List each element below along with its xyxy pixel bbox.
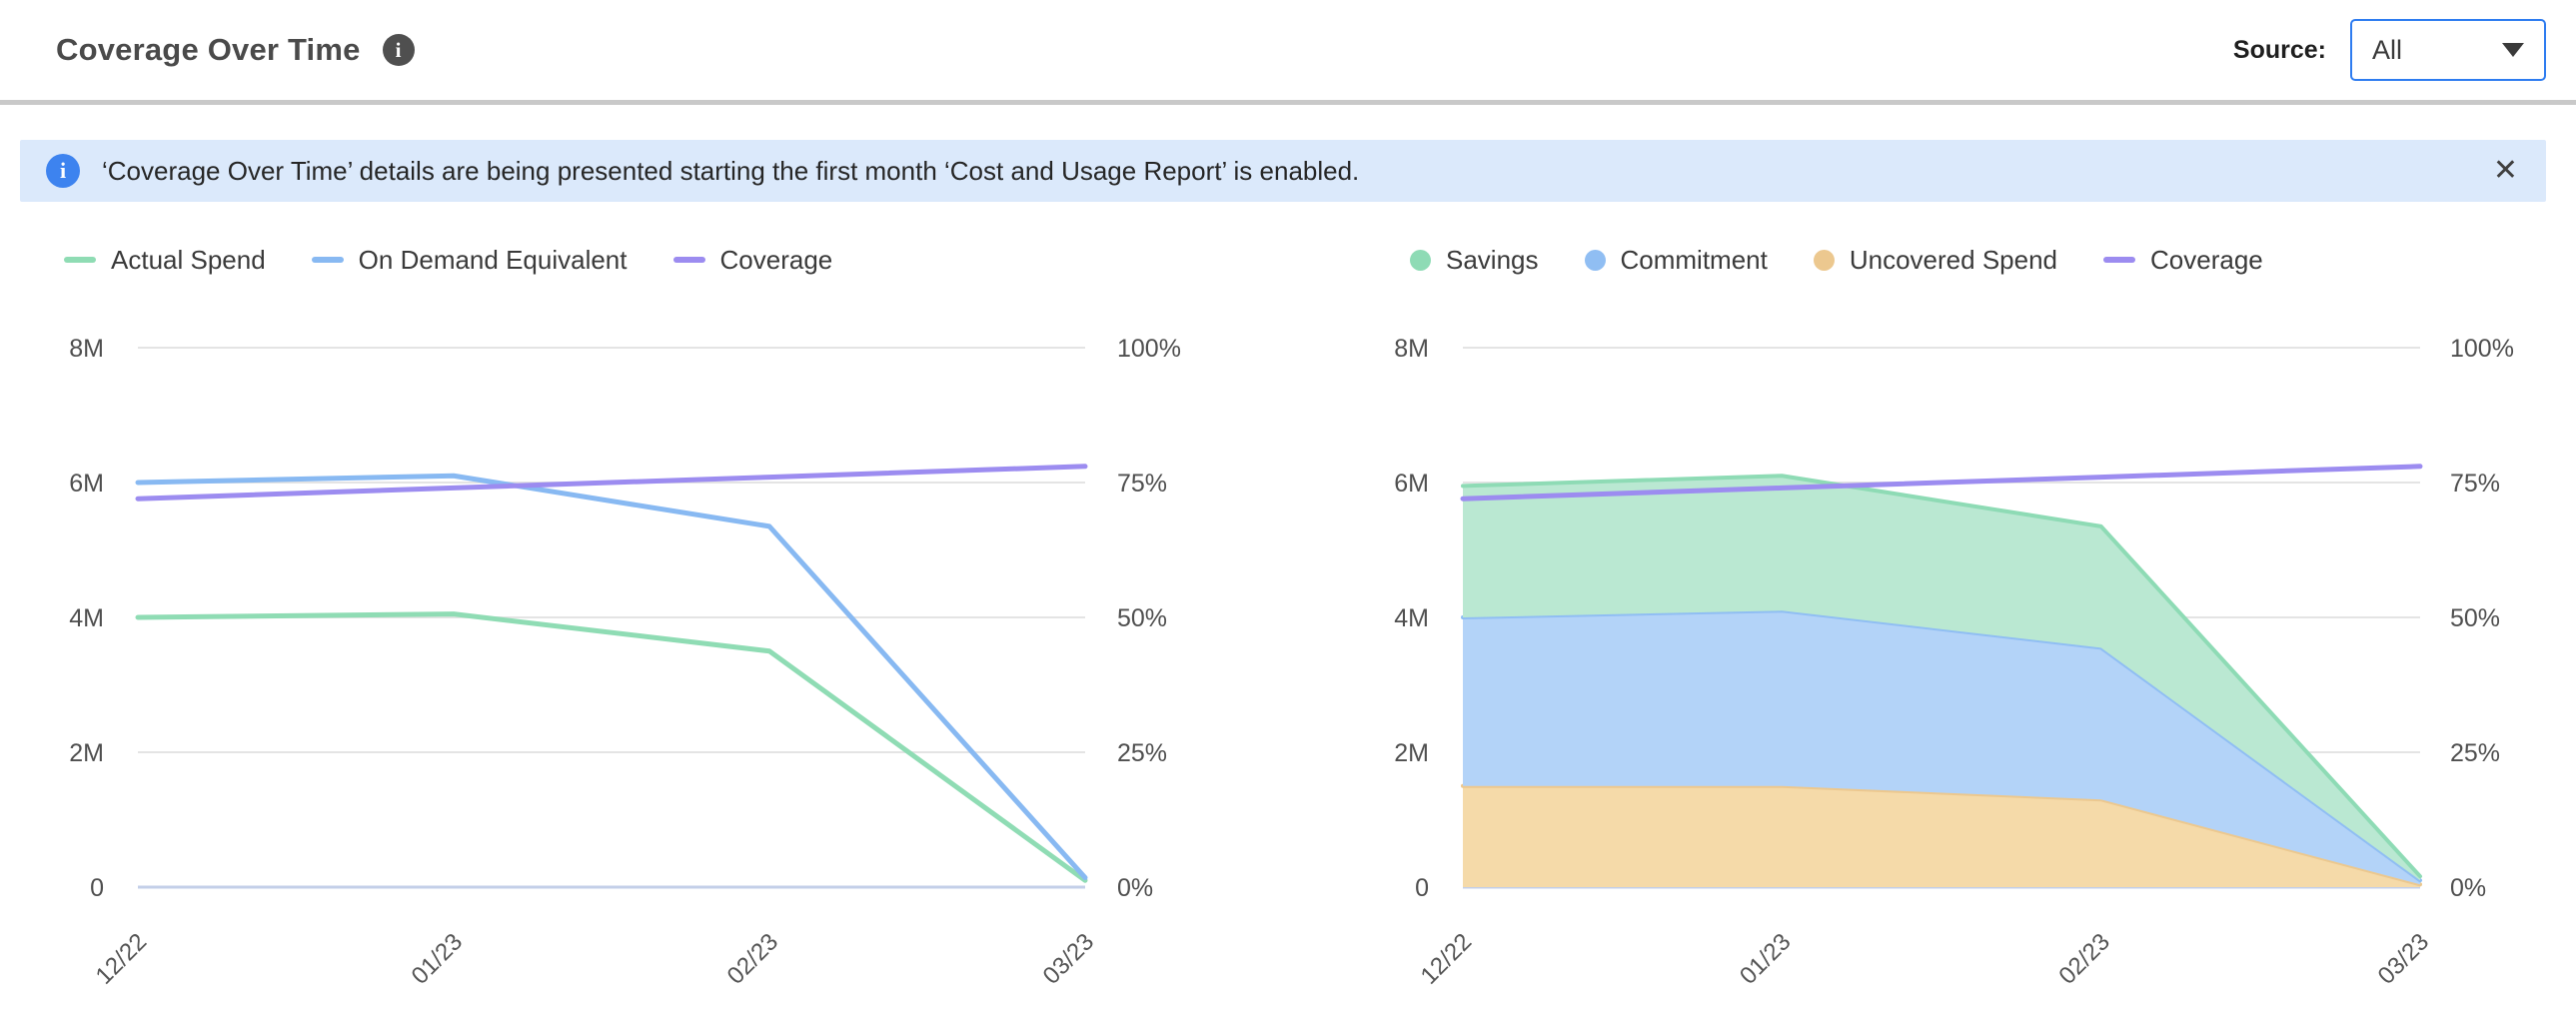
legend-label: Commitment bbox=[1621, 245, 1768, 276]
legend-item-on-demand-equivalent[interactable]: On Demand Equivalent bbox=[312, 245, 628, 276]
y-axis-tick-left: 8M bbox=[69, 335, 104, 363]
line-swatch-icon bbox=[312, 257, 344, 263]
y-axis-tick-right: 100% bbox=[2450, 335, 2514, 363]
series-line-on-demand-equivalent bbox=[138, 476, 1085, 877]
line-swatch-icon bbox=[2103, 257, 2135, 263]
y-axis-tick-left: 0 bbox=[1415, 874, 1429, 902]
title-info-icon[interactable]: i bbox=[383, 34, 415, 66]
info-banner: i ‘Coverage Over Time’ details are being… bbox=[20, 140, 2546, 202]
close-icon[interactable]: ✕ bbox=[2493, 156, 2518, 186]
charts-row: Actual Spend On Demand Equivalent Coverage… bbox=[0, 240, 2576, 999]
legend-label: Uncovered Spend bbox=[1850, 245, 2057, 276]
x-axis-tick: 02/23 bbox=[722, 928, 784, 990]
y-axis-tick-right: 0% bbox=[2450, 874, 2486, 902]
legend-item-uncovered-spend[interactable]: Uncovered Spend bbox=[1814, 245, 2057, 276]
dot-swatch-icon bbox=[1814, 250, 1835, 271]
line-swatch-icon bbox=[673, 257, 705, 263]
y-axis-tick-right: 75% bbox=[1117, 470, 1167, 498]
legend-label: Savings bbox=[1446, 245, 1539, 276]
y-axis-tick-left: 2M bbox=[1394, 739, 1429, 767]
legend-label: Coverage bbox=[720, 245, 833, 276]
y-axis-tick-right: 0% bbox=[1117, 874, 1153, 902]
y-axis-tick-right: 50% bbox=[1117, 604, 1167, 632]
info-icon: i bbox=[46, 154, 80, 188]
legend-item-commitment[interactable]: Commitment bbox=[1585, 245, 1768, 276]
dot-swatch-icon bbox=[1410, 250, 1431, 271]
y-axis-tick-right: 100% bbox=[1117, 335, 1181, 363]
y-axis-tick-left: 0 bbox=[90, 874, 104, 902]
source-label: Source: bbox=[2233, 36, 2326, 65]
y-axis-tick-left: 4M bbox=[69, 604, 104, 632]
chevron-down-icon bbox=[2502, 43, 2524, 57]
legend-item-coverage[interactable]: Coverage bbox=[673, 245, 833, 276]
y-axis-tick-left: 4M bbox=[1394, 604, 1429, 632]
y-axis-tick-right: 25% bbox=[2450, 739, 2500, 767]
y-axis-tick-left: 8M bbox=[1394, 335, 1429, 363]
y-axis-tick-left: 6M bbox=[1394, 470, 1429, 498]
y-axis-tick-right: 75% bbox=[2450, 470, 2500, 498]
legend-item-actual-spend[interactable]: Actual Spend bbox=[64, 245, 266, 276]
dot-swatch-icon bbox=[1585, 250, 1606, 271]
line-chart: 8M 6M 4M 2M 0 100% 75% 50% 25% 0% 12/22 01/23 02/23 0… bbox=[0, 280, 1288, 999]
x-axis-tick: 02/23 bbox=[2053, 928, 2115, 990]
title-wrap: Coverage Over Time i bbox=[56, 32, 415, 68]
page-title: Coverage Over Time bbox=[56, 32, 361, 68]
legend-label: Coverage bbox=[2150, 245, 2263, 276]
x-axis-tick: 01/23 bbox=[1735, 928, 1797, 990]
area-chart-legend: Savings Commitment Uncovered Spend Coverage bbox=[1410, 240, 2576, 280]
line-chart-legend: Actual Spend On Demand Equivalent Coverage bbox=[64, 240, 1288, 280]
legend-item-savings[interactable]: Savings bbox=[1410, 245, 1539, 276]
x-axis-tick: 12/22 bbox=[91, 928, 153, 990]
header: Coverage Over Time i Source: All bbox=[0, 0, 2576, 100]
area-chart: 8M 6M 4M 2M 0 100% 75% 50% 25% 0% 12/22 01/23 02/23 0… bbox=[1288, 280, 2576, 999]
legend-label: Actual Spend bbox=[111, 245, 266, 276]
legend-item-coverage[interactable]: Coverage bbox=[2103, 245, 2263, 276]
source-filter: Source: All bbox=[2233, 19, 2546, 81]
spend-line-chart-panel: Actual Spend On Demand Equivalent Coverage… bbox=[0, 240, 1288, 999]
y-axis-tick-right: 25% bbox=[1117, 739, 1167, 767]
x-axis-tick: 01/23 bbox=[407, 928, 469, 990]
x-axis-tick: 03/23 bbox=[1038, 928, 1100, 990]
x-axis-tick: 12/22 bbox=[1416, 928, 1478, 990]
y-axis-tick-right: 50% bbox=[2450, 604, 2500, 632]
series-line-actual-spend bbox=[138, 614, 1085, 881]
banner-message: ‘Coverage Over Time’ details are being p… bbox=[102, 156, 1359, 187]
legend-label: On Demand Equivalent bbox=[359, 245, 628, 276]
header-divider bbox=[0, 100, 2576, 105]
x-axis-tick: 03/23 bbox=[2373, 928, 2435, 990]
y-axis-tick-left: 2M bbox=[69, 739, 104, 767]
line-swatch-icon bbox=[64, 257, 96, 263]
y-axis-tick-left: 6M bbox=[69, 470, 104, 498]
savings-area-chart-panel: Savings Commitment Uncovered Spend Coverage… bbox=[1288, 240, 2576, 999]
source-dropdown[interactable]: All bbox=[2350, 19, 2546, 81]
source-dropdown-value: All bbox=[2372, 35, 2402, 66]
